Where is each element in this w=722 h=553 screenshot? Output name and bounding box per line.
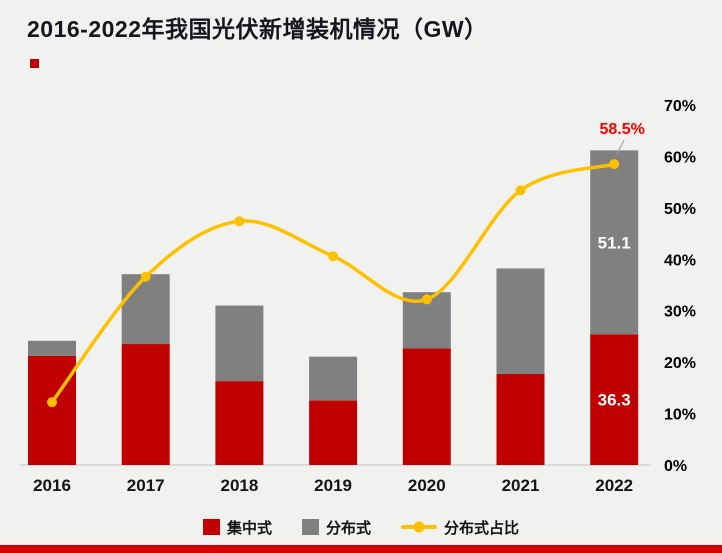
legend-item-share: 分布式占比 bbox=[401, 517, 519, 538]
title-accent-square-icon bbox=[30, 59, 39, 68]
share-line-marker-2019 bbox=[328, 251, 339, 262]
bar-2022-centralized bbox=[590, 334, 639, 465]
share-line-marker-2021 bbox=[515, 185, 526, 196]
share-line-marker-2016 bbox=[47, 397, 57, 408]
bar-2022-distributed bbox=[590, 150, 639, 335]
bar-2017-centralized bbox=[121, 344, 170, 465]
bottom-accent-bar bbox=[0, 545, 722, 553]
legend-label-distributed: 分布式 bbox=[325, 519, 371, 537]
x-axis-label-2021: 2021 bbox=[502, 476, 540, 495]
bar-2019-centralized bbox=[309, 400, 358, 465]
legend: 集中式 分布式 分布式占比 bbox=[0, 512, 722, 542]
share-line-marker-2017 bbox=[140, 271, 151, 282]
centralized-swatch-icon bbox=[202, 519, 220, 535]
chart: 0% 10% 20% 30% 40% 50% 60% 70% 2016 2017 2018 2019 2… bbox=[20, 98, 696, 495]
legend-item-distributed: 分布式 bbox=[301, 517, 371, 538]
right-axis-tick-30%: 30% bbox=[664, 304, 696, 321]
bar-2020-centralized bbox=[402, 348, 451, 465]
distributed-swatch-icon bbox=[301, 519, 319, 535]
bar-value-label-2022: 51.1 bbox=[598, 233, 631, 252]
share-line-dot-icon bbox=[401, 521, 437, 533]
bar-2021-distributed bbox=[496, 268, 545, 374]
annotation-leader-line bbox=[615, 139, 625, 156]
right-axis-tick-20%: 20% bbox=[664, 355, 696, 372]
x-axis-label-2016: 2016 bbox=[33, 476, 71, 495]
right-axis-tick-10%: 10% bbox=[664, 407, 696, 424]
right-axis-tick-50%: 50% bbox=[664, 201, 696, 218]
bar-2018-centralized bbox=[215, 381, 264, 465]
x-axis-label-2018: 2018 bbox=[220, 476, 258, 495]
right-axis-tick-40%: 40% bbox=[664, 252, 696, 269]
x-axis-label-2017: 2017 bbox=[127, 476, 165, 495]
share-value-label-2022: 58.5% bbox=[600, 121, 645, 138]
share-line-marker-2020 bbox=[421, 294, 432, 305]
legend-label-centralized: 集中式 bbox=[226, 519, 272, 537]
bar-2016-centralized bbox=[28, 355, 76, 465]
bar-2018-distributed bbox=[215, 305, 264, 382]
share-line-marker-2022 bbox=[609, 159, 620, 170]
bar-2021-centralized bbox=[496, 373, 545, 465]
share-line-marker-2018 bbox=[234, 216, 245, 227]
right-axis-tick-60%: 60% bbox=[664, 149, 696, 166]
right-axis-tick-70%: 70% bbox=[664, 98, 696, 115]
bar-2016-distributed bbox=[28, 340, 76, 356]
legend-label-share: 分布式占比 bbox=[444, 519, 520, 537]
share-dot-icon bbox=[413, 521, 425, 533]
bar-2017-distributed bbox=[121, 274, 170, 345]
right-axis-tick-0%: 0% bbox=[664, 458, 687, 475]
x-axis-label-2020: 2020 bbox=[408, 476, 446, 495]
page-title: 2016-2022年我国光伏新增装机情况（GW） bbox=[27, 16, 488, 42]
x-axis-label-2019: 2019 bbox=[314, 476, 352, 495]
legend-item-centralized: 集中式 bbox=[202, 517, 272, 538]
bar-value-label-2022: 36.3 bbox=[598, 391, 631, 410]
x-axis-label-2022: 2022 bbox=[595, 476, 633, 495]
bar-2019-distributed bbox=[309, 356, 358, 401]
